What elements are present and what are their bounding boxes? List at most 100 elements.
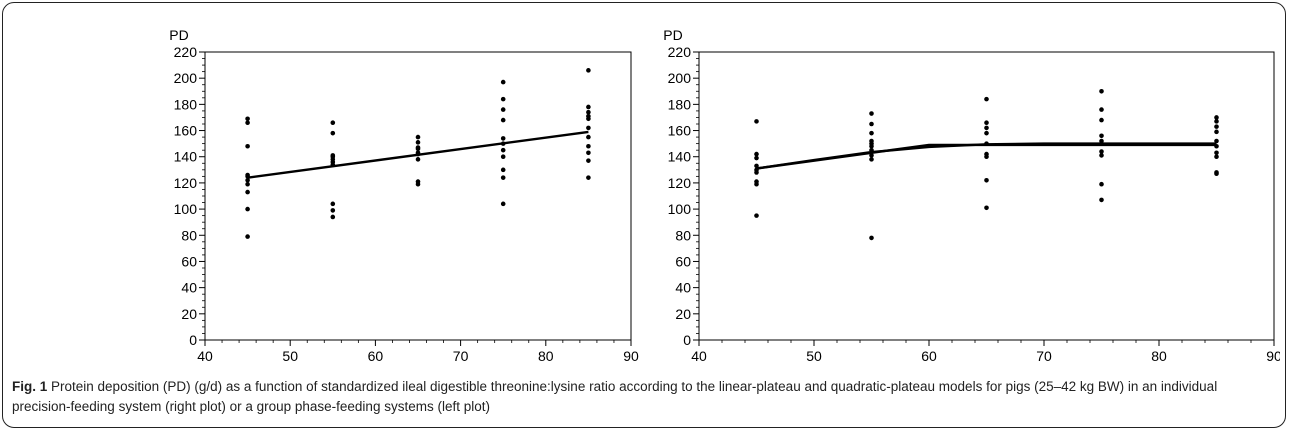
data-point xyxy=(984,96,989,102)
data-point xyxy=(330,208,336,213)
data-point xyxy=(1099,153,1104,158)
figure-caption: Fig. 1 Protein deposition (PD) (g/d) as … xyxy=(12,377,1262,417)
data-point xyxy=(415,157,421,162)
y-tick-label: 220 xyxy=(668,44,692,60)
y-tick-label: 100 xyxy=(668,201,692,217)
data-point xyxy=(754,155,759,161)
y-tick-label: 20 xyxy=(675,306,691,322)
data-point xyxy=(330,120,336,125)
data-point xyxy=(500,201,506,207)
data-point xyxy=(869,141,874,146)
data-point xyxy=(586,158,591,163)
y-tick-label: 60 xyxy=(181,253,197,269)
chart-left: 0 20 40 60 80 100 120 140 160 180 200 220 40 50 60 70 80… xyxy=(169,27,639,372)
y-tick-label: 0 xyxy=(683,332,691,348)
x-tick-label: 80 xyxy=(538,348,554,364)
data-point xyxy=(245,143,250,149)
y-tick-label: 220 xyxy=(174,44,198,60)
data-point xyxy=(586,134,591,140)
y-tick-label: 80 xyxy=(181,227,197,243)
data-point xyxy=(245,206,250,212)
x-tick-label: 60 xyxy=(368,348,384,364)
data-point xyxy=(984,154,989,160)
x-tick-label: 80 xyxy=(1151,348,1167,364)
data-point xyxy=(330,154,336,160)
data-point xyxy=(415,145,421,150)
data-point xyxy=(754,163,759,169)
data-point xyxy=(1099,197,1104,203)
y-tick-label: 200 xyxy=(668,70,692,86)
data-point xyxy=(754,181,759,187)
data-point xyxy=(1099,88,1104,94)
y-axis-label: PD xyxy=(663,27,682,43)
data-point xyxy=(245,189,250,195)
data-point xyxy=(330,214,336,220)
data-point xyxy=(330,159,336,165)
data-point xyxy=(500,147,506,153)
x-tick-label: 70 xyxy=(1036,348,1052,364)
y-tick-label: 0 xyxy=(189,332,197,348)
data-point xyxy=(869,130,874,136)
data-point xyxy=(586,109,591,115)
data-point xyxy=(869,121,874,127)
y-axis-label: PD xyxy=(169,27,188,43)
data-point xyxy=(415,140,421,145)
data-point xyxy=(984,177,989,183)
data-point xyxy=(754,213,759,218)
data-point xyxy=(1214,129,1219,135)
y-tick-label: 40 xyxy=(181,280,197,296)
y-tick-label: 180 xyxy=(174,96,198,112)
x-axis-label: Ratio xyxy=(970,370,1003,372)
data-point xyxy=(245,116,250,122)
y-tick-label: 140 xyxy=(174,149,198,165)
y-tick-label: 80 xyxy=(675,227,691,243)
data-point xyxy=(869,111,874,116)
plot-area xyxy=(204,51,632,341)
data-point xyxy=(586,150,591,156)
x-axis-label: Ratio xyxy=(402,370,435,372)
plot-area xyxy=(698,51,1275,341)
data-point xyxy=(245,181,250,187)
data-point xyxy=(586,68,591,73)
data-point xyxy=(984,205,989,211)
data-point xyxy=(984,130,989,136)
data-point xyxy=(415,134,421,140)
y-tick-label: 140 xyxy=(668,149,692,165)
data-point xyxy=(984,125,989,131)
fit-line-1 xyxy=(247,130,589,179)
data-point xyxy=(330,201,336,207)
x-tick-label: 50 xyxy=(806,348,822,364)
data-point xyxy=(869,153,874,158)
y-tick-label: 120 xyxy=(668,175,692,191)
data-point xyxy=(754,151,759,157)
data-point xyxy=(1214,119,1219,124)
data-point xyxy=(245,177,250,183)
data-point xyxy=(1214,171,1219,177)
y-tick-label: 20 xyxy=(181,306,197,322)
chart-right: 0 20 40 60 80 100 120 140 160 180 200 220 40 50 60 70 80… xyxy=(663,27,1280,372)
caption-label: Fig. 1 xyxy=(12,379,48,394)
y-tick-label: 60 xyxy=(675,253,691,269)
data-point xyxy=(415,181,421,187)
data-point xyxy=(500,175,506,180)
y-tick-label: 40 xyxy=(675,280,691,296)
data-point xyxy=(869,235,874,241)
x-tick-label: 90 xyxy=(1266,348,1280,364)
data-point xyxy=(500,117,506,123)
data-point xyxy=(245,120,250,125)
x-tick-label: 40 xyxy=(691,348,707,364)
caption-text: Protein deposition (PD) (g/d) as a funct… xyxy=(12,379,1218,414)
y-tick-label: 160 xyxy=(174,123,198,139)
x-tick-label: 90 xyxy=(623,348,639,364)
y-tick-label: 100 xyxy=(174,201,198,217)
x-tick-label: 40 xyxy=(197,348,213,364)
data-point xyxy=(500,167,506,173)
data-point xyxy=(1214,124,1219,129)
x-tick-label: 70 xyxy=(453,348,469,364)
y-tick-label: 200 xyxy=(174,70,198,86)
y-tick-label: 160 xyxy=(668,123,692,139)
data-point xyxy=(330,130,336,136)
data-point xyxy=(1099,181,1104,187)
data-point xyxy=(869,157,874,162)
